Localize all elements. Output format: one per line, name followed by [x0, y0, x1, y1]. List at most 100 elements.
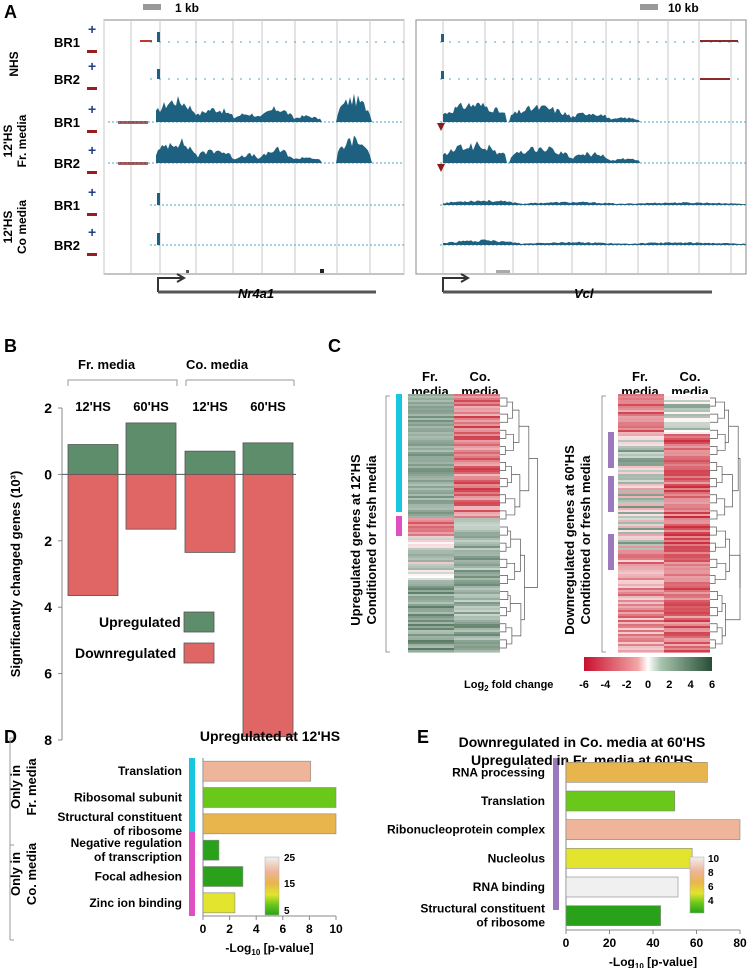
cluster-bar-magenta [396, 516, 402, 536]
heatmap-right [618, 394, 710, 653]
bracket-fr-media [67, 379, 178, 386]
genome-browser-right [415, 19, 747, 275]
go-bar [565, 790, 676, 812]
go-bar [565, 762, 708, 783]
chart-title: Downregulated in Co. media at 60'HS [459, 734, 706, 750]
go-enrichment-chart-e: Downregulated in Co. media at 60'HSUpreg… [387, 734, 747, 968]
group-label-co-media: Co. media [186, 357, 249, 372]
b-category-label: 12'HS [192, 399, 228, 414]
replicate-label: BR2 [54, 72, 80, 87]
panel-a-letter: A [4, 2, 17, 22]
x-tick: 40 [646, 936, 660, 950]
b-bar-downregulated [125, 473, 177, 530]
e-legend-tick-6: 6 [708, 882, 714, 893]
tss-arrowhead-vcl [460, 273, 471, 283]
dendrogram-left [500, 397, 538, 649]
changed-genes-chart: 2 0 2 4 6 8 Significantly changed genes (10³) 1… [8, 399, 296, 748]
scale-label-10kb: 10 kb [668, 1, 699, 15]
bracket-only-fr [9, 737, 14, 846]
panel-c-letter: C [328, 336, 341, 356]
x-tick: 80 [733, 936, 747, 950]
tss-arrow-nr4a1 [157, 277, 182, 292]
b-ytick: 8 [44, 732, 52, 748]
scale-bar-10kb [640, 4, 658, 10]
go-term-label: of ribosome [476, 916, 545, 930]
go-term-label: Focal adhesion [95, 870, 182, 884]
replicate-label: BR1 [54, 198, 80, 213]
panel-d-letter: D [4, 727, 17, 747]
minus-strand-marker [87, 50, 97, 53]
tss-arrow-vcl [442, 277, 466, 292]
scale-label-1kb: 1 kb [175, 1, 199, 15]
x-tick: 4 [253, 922, 260, 936]
replicate-label: BR2 [54, 238, 80, 253]
colorbar-tick: 4 [688, 679, 695, 691]
colorbar-label: Log2 fold change [464, 679, 553, 693]
go-term-label: of transcription [94, 850, 182, 864]
go-term-label: Structural constituent [57, 810, 182, 824]
b-bar-upregulated [242, 442, 294, 475]
bracket-only-co [9, 825, 14, 941]
d-bar-cyan [189, 758, 195, 832]
replicate-label: BR1 [54, 35, 80, 50]
go-term-label: of ribosome [113, 824, 182, 838]
e-legend-tick-4: 4 [708, 896, 714, 907]
group-label-nhs: NHS [7, 51, 21, 76]
minus-strand-marker [87, 130, 97, 133]
plus-strand-marker: + [88, 101, 96, 117]
group-label-12hs-fr: 12'HSFr. media [1, 114, 29, 167]
x-tick: 60 [690, 936, 704, 950]
go-bar [202, 787, 337, 808]
x-tick: 2 [226, 922, 233, 936]
go-enrichment-chart-d: Upregulated at 12'HS 0 2 4 6 8 10 -Log10 [p-val… [57, 728, 343, 957]
b-bar-downregulated [184, 473, 236, 553]
d-legend-tick-5: 5 [284, 906, 290, 917]
go-term-label: RNA processing [452, 765, 545, 779]
gene-name-vcl: Vcl [574, 286, 594, 301]
b-category-label: 60'HS [250, 399, 286, 414]
b-category-label: 60'HS [133, 399, 169, 414]
x-axis-label: -Log10 [p-value] [225, 941, 313, 957]
panel-b-letter: B [4, 336, 17, 356]
e-color-legend [689, 856, 705, 914]
x-tick: 20 [603, 936, 617, 950]
b-ytick: 0 [44, 466, 52, 482]
replicate-label: BR2 [54, 156, 80, 171]
go-bar [202, 839, 220, 861]
go-bar [202, 813, 337, 835]
colorbar [584, 657, 712, 671]
e-bar-purple [553, 758, 559, 910]
cluster-bar-cyan [396, 394, 402, 512]
b-bar-upregulated [67, 444, 119, 475]
b-ylabel: Significantly changed genes (10³) [8, 471, 23, 678]
go-term-label: Negative regulation [71, 836, 182, 850]
d-color-legend [264, 856, 280, 916]
e-legend-tick-10: 10 [708, 854, 720, 865]
go-term-label: Ribonucleoprotein complex [387, 823, 545, 837]
plus-strand-marker: + [88, 224, 96, 240]
b-ytick: 4 [44, 599, 52, 615]
colorbar-tick: 2 [666, 679, 672, 691]
minus-strand-marker [87, 171, 97, 174]
b-legend-up-label: Upregulated [99, 614, 181, 630]
e-legend-tick-8: 8 [708, 868, 714, 879]
x-axis-label: -Log10 [p-value] [609, 955, 697, 968]
b-bar-downregulated [67, 473, 119, 596]
plus-strand-marker: + [88, 21, 96, 37]
go-bar [565, 848, 693, 869]
heatmap-right-bracket [601, 395, 606, 653]
gene-name-nr4a1: Nr4a1 [238, 286, 274, 301]
go-bar [565, 819, 741, 840]
b-bar-upregulated [184, 450, 236, 475]
go-term-label: RNA binding [473, 880, 545, 894]
cluster-bar-purple-3 [608, 534, 614, 570]
colorbar-tick: -6 [579, 679, 589, 691]
b-category-label: 12'HS [75, 399, 111, 414]
plus-strand-marker: + [88, 184, 96, 200]
go-term-label: Structural constituent [420, 902, 545, 916]
bracket-co-media [185, 379, 295, 386]
x-tick: 8 [306, 922, 313, 936]
b-legend-up-swatch [183, 611, 215, 633]
colorbar-tick: -4 [600, 679, 611, 691]
